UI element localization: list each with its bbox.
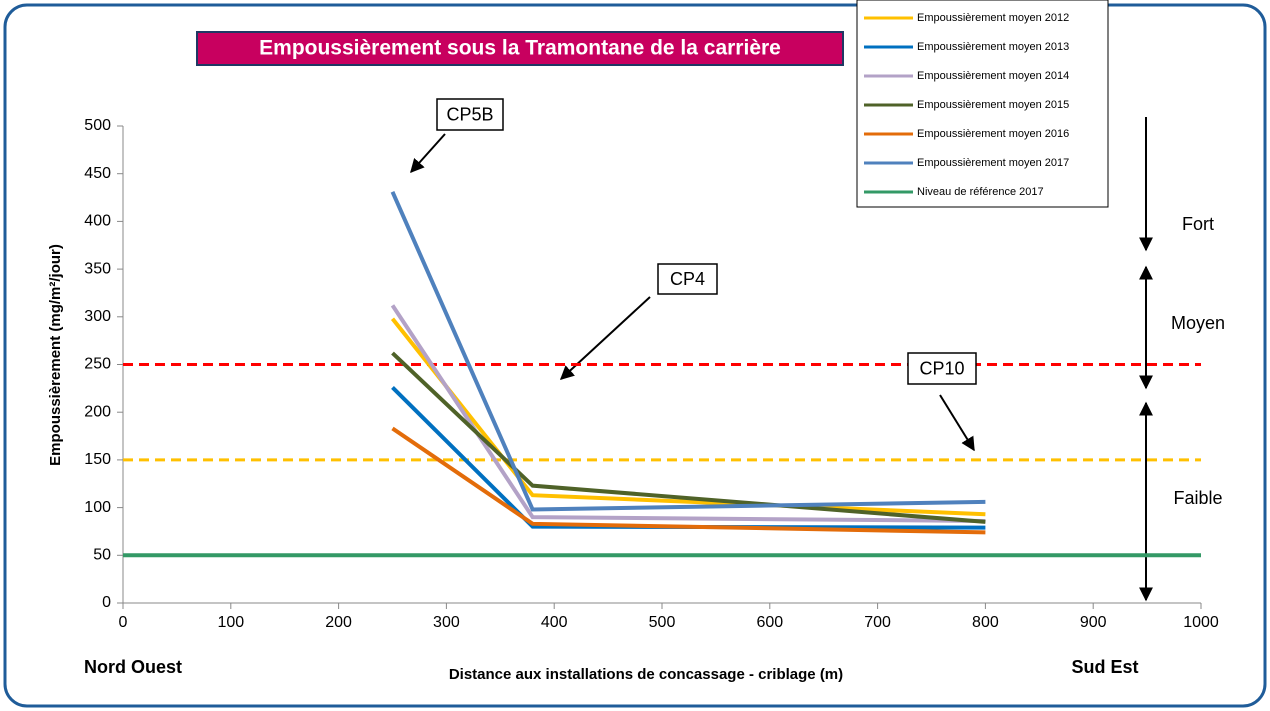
annotation-box (657, 263, 718, 295)
x-tick-label: 100 (217, 614, 244, 631)
x-tick-label: 700 (864, 614, 891, 631)
x-tick-label: 500 (649, 614, 676, 631)
legend-label: Empoussièrement moyen 2016 (917, 128, 1069, 140)
x-tick-label: 1000 (1183, 614, 1219, 631)
legend-label: Empoussièrement moyen 2014 (917, 70, 1069, 82)
annotation-label: CP10 (919, 358, 964, 378)
annotation-arrow (410, 133, 446, 174)
series-line (391, 426, 986, 535)
y-tick-label: 100 (84, 499, 111, 516)
zone-label: Fort (1182, 214, 1214, 234)
series-line (391, 385, 986, 530)
y-tick-label: 200 (84, 403, 111, 420)
annotation-label: CP5B (446, 104, 493, 124)
left-label: Nord Ouest (84, 657, 182, 677)
y-tick-label: 400 (84, 213, 111, 230)
x-tick-label: 900 (1080, 614, 1107, 631)
y-tick-label: 500 (84, 117, 111, 134)
legend-label: Empoussièrement moyen 2017 (917, 157, 1069, 169)
y-tick-label: 300 (84, 308, 111, 325)
y-tick-label: 0 (102, 594, 111, 611)
annotation-arrow (939, 394, 975, 452)
legend-label: Empoussièrement moyen 2013 (917, 41, 1069, 53)
series-line (391, 351, 986, 524)
title-box (196, 31, 844, 66)
zone-label: Faible (1173, 488, 1222, 508)
series-line (390, 191, 986, 512)
x-tick-label: 800 (972, 614, 999, 631)
x-axis-label: Distance aux installations de concassage… (449, 666, 843, 683)
series-line (390, 304, 986, 523)
annotation-box (436, 98, 504, 131)
legend-label: Empoussièrement moyen 2015 (917, 99, 1069, 111)
y-tick-label: 250 (84, 356, 111, 373)
y-tick-label: 50 (93, 547, 111, 564)
legend-label: Empoussièrement moyen 2012 (917, 12, 1069, 24)
y-tick-label: 150 (84, 451, 111, 468)
right-label: Sud Est (1071, 657, 1138, 677)
x-tick-label: 600 (756, 614, 783, 631)
x-tick-label: 200 (325, 614, 352, 631)
zone-label: Moyen (1171, 313, 1225, 333)
x-tick-label: 0 (119, 614, 128, 631)
legend-label: Niveau de référence 2017 (917, 186, 1044, 198)
y-tick-label: 450 (84, 165, 111, 182)
y-axis-label: Empoussièrement (mg/m²/jour) (47, 244, 64, 466)
chart-title: Empoussièrement sous la Tramontane de la… (259, 37, 781, 60)
annotation-label: CP4 (670, 269, 705, 289)
x-tick-label: 400 (541, 614, 568, 631)
x-tick-label: 300 (433, 614, 460, 631)
annotation-box (907, 352, 977, 385)
y-tick-label: 350 (84, 260, 111, 277)
